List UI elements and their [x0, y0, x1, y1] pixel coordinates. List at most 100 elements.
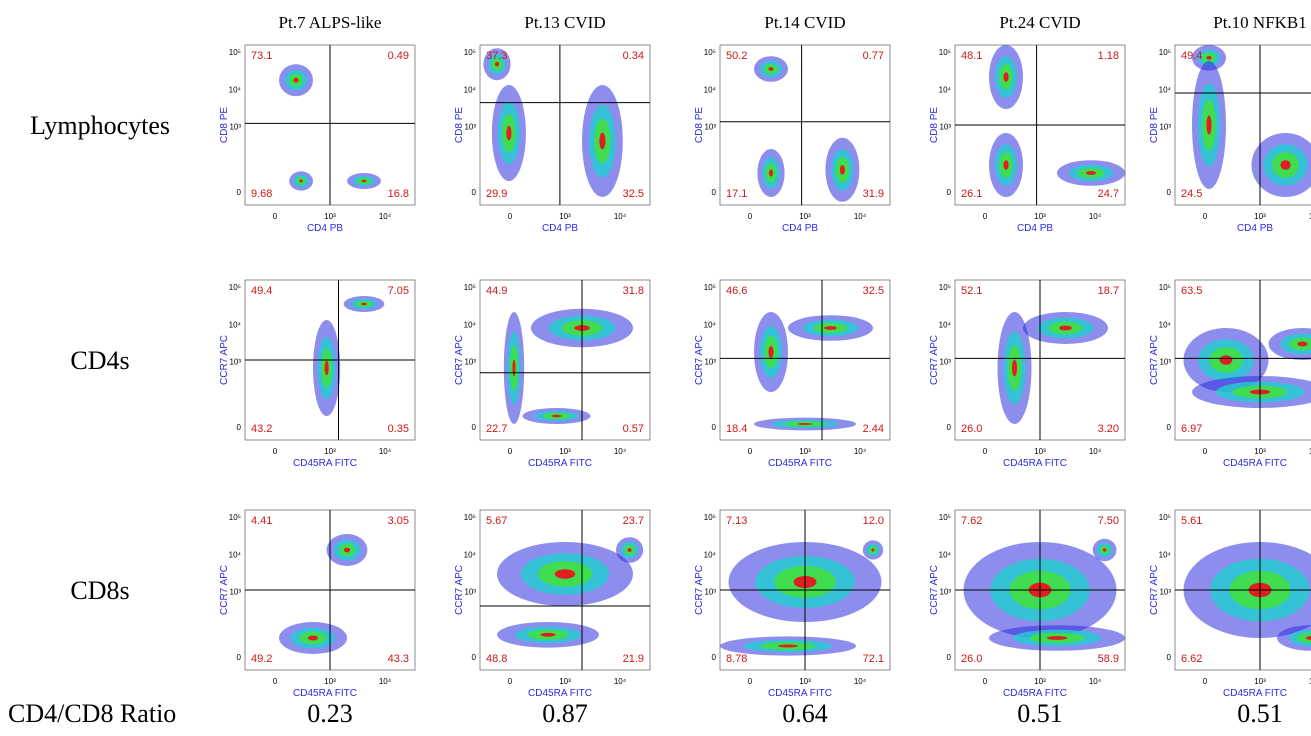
density-blob — [1102, 548, 1107, 552]
y-tick-label: 10⁴ — [704, 85, 717, 94]
quadrant-percent: 6.97 — [1181, 423, 1202, 435]
y-axis-label: CCR7 APC — [694, 565, 705, 615]
y-tick-label: 10⁵ — [1159, 513, 1171, 522]
x-axis-label: CD45RA FITC — [528, 458, 592, 469]
quadrant-percent: 24.5 — [1181, 188, 1202, 200]
quadrant-percent: 0.34 — [623, 50, 644, 62]
density-blob — [777, 644, 799, 648]
x-tick-label: 10³ — [1034, 677, 1046, 686]
x-axis-label: CD45RA FITC — [293, 458, 357, 469]
plot-panel — [479, 509, 651, 671]
quadrant-percent: 48.1 — [961, 50, 982, 62]
x-axis-label: CD45RA FITC — [293, 688, 357, 699]
y-tick-label: 10⁴ — [939, 320, 952, 329]
y-tick-label: 0 — [472, 423, 477, 432]
y-tick-label: 10³ — [1159, 123, 1171, 132]
x-tick-label: 10⁴ — [1309, 677, 1311, 686]
quadrant-percent: 52.1 — [961, 285, 982, 297]
density-blob — [599, 132, 606, 150]
x-axis-label: CD4 PB — [307, 223, 343, 234]
x-tick-label: 10⁴ — [854, 212, 867, 221]
x-tick-label: 10³ — [799, 447, 811, 456]
quadrant-percent: 29.9 — [486, 188, 507, 200]
x-tick-label: 10⁴ — [614, 447, 627, 456]
quadrant-percent: 46.6 — [726, 285, 747, 297]
y-tick-label: 10³ — [229, 123, 241, 132]
y-axis-label: CD8 PE — [219, 107, 230, 143]
y-axis-label: CCR7 APC — [1149, 565, 1160, 615]
x-tick-label: 0 — [983, 677, 988, 686]
density-blob — [1206, 115, 1212, 135]
x-tick-label: 0 — [273, 677, 278, 686]
y-axis-label: CD8 PE — [694, 107, 705, 143]
y-axis-label: CD8 PE — [454, 107, 465, 143]
y-tick-label: 10⁴ — [704, 550, 717, 559]
x-tick-label: 0 — [1203, 677, 1208, 686]
y-tick-label: 10⁴ — [464, 85, 477, 94]
y-tick-label: 0 — [1167, 423, 1172, 432]
ratio-value: 0.51 — [1017, 699, 1063, 728]
y-tick-label: 10⁵ — [229, 513, 241, 522]
plot-panel — [719, 44, 891, 206]
x-tick-label: 0 — [1203, 447, 1208, 456]
y-tick-label: 10³ — [229, 358, 241, 367]
y-tick-label: 10⁴ — [229, 550, 242, 559]
y-tick-label: 10³ — [1159, 588, 1171, 597]
x-tick-label: 0 — [983, 447, 988, 456]
y-tick-label: 10⁵ — [939, 513, 951, 522]
quadrant-percent: 44.9 — [486, 285, 507, 297]
quadrant-percent: 63.5 — [1181, 285, 1202, 297]
quadrant-percent: 5.67 — [486, 515, 507, 527]
x-tick-label: 0 — [273, 212, 278, 221]
x-tick-label: 0 — [748, 447, 753, 456]
x-tick-label: 10⁴ — [379, 447, 392, 456]
x-tick-label: 10⁴ — [1089, 212, 1102, 221]
y-tick-label: 10⁴ — [229, 85, 242, 94]
quadrant-percent: 0.57 — [623, 423, 644, 435]
density-blob — [797, 423, 813, 425]
x-axis-label: CD45RA FITC — [1003, 688, 1067, 699]
column-title: Pt.13 CVID — [524, 13, 605, 32]
y-tick-label: 10⁵ — [229, 283, 241, 292]
x-tick-label: 10³ — [799, 212, 811, 221]
density-blob — [1003, 72, 1009, 82]
density-blob — [768, 346, 774, 358]
x-tick-label: 10⁴ — [1309, 447, 1311, 456]
quadrant-percent: 49.2 — [251, 653, 272, 665]
quadrant-percent: 50.2 — [726, 50, 747, 62]
density-blob — [512, 359, 516, 377]
plot-panel — [244, 509, 416, 671]
density-blob — [540, 632, 556, 637]
ratio-value: 0.64 — [782, 699, 828, 728]
density-blob — [627, 548, 632, 552]
x-tick-label: 10³ — [324, 212, 336, 221]
quadrant-percent: 7.50 — [1098, 515, 1119, 527]
x-tick-label: 10⁴ — [614, 212, 627, 221]
density-blob — [768, 169, 774, 177]
quadrant-percent: 12.0 — [863, 515, 884, 527]
y-tick-label: 0 — [947, 188, 952, 197]
x-tick-label: 10³ — [799, 677, 811, 686]
density-blob — [1046, 636, 1068, 640]
y-tick-label: 10³ — [704, 123, 716, 132]
y-tick-label: 0 — [947, 653, 952, 662]
plot-frame — [479, 279, 651, 441]
x-tick-label: 10³ — [1254, 212, 1266, 221]
y-tick-label: 10⁵ — [704, 283, 716, 292]
quadrant-percent: 7.62 — [961, 515, 982, 527]
quadrant-percent: 4.41 — [251, 515, 272, 527]
column-title: Pt.10 NFKB1 — [1213, 13, 1307, 32]
quadrant-percent: 9.68 — [251, 188, 272, 200]
x-tick-label: 10⁴ — [379, 677, 392, 686]
quadrant-percent: 7.13 — [726, 515, 747, 527]
density-blob — [1280, 160, 1291, 170]
x-tick-label: 10³ — [324, 677, 336, 686]
x-axis-label: CD45RA FITC — [768, 688, 832, 699]
plot-panel — [719, 509, 891, 671]
y-tick-label: 10³ — [464, 358, 476, 367]
ratio-label: CD4/CD8 Ratio — [8, 699, 176, 728]
plot-panel — [1174, 509, 1311, 671]
quadrant-percent: 16.8 — [388, 188, 409, 200]
y-tick-label: 10⁵ — [1159, 48, 1171, 57]
x-tick-label: 10⁴ — [379, 212, 392, 221]
